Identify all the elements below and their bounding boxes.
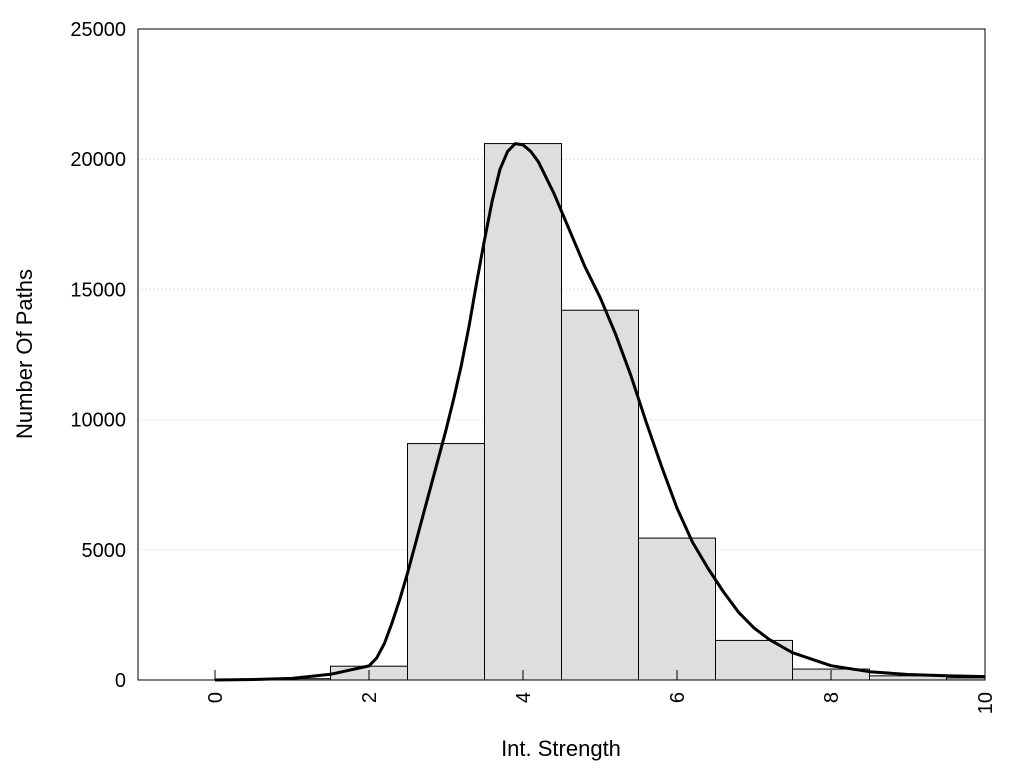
x-tick-label-10: 10	[975, 692, 997, 714]
y-axis-ticks: 0 5000 10000 15000 20000 25000	[70, 19, 126, 692]
x-tick-label-0: 0	[205, 692, 227, 703]
y-tick-label-0: 0	[115, 670, 126, 692]
y-tick-label-15000: 15000	[70, 279, 126, 301]
histogram-bar-3	[407, 443, 485, 681]
y-tick-label-5000: 5000	[82, 540, 127, 562]
histogram-bars	[253, 143, 986, 681]
x-axis-ticks: 0 2 4 6 8 10	[205, 670, 997, 714]
x-tick-label-2: 2	[359, 692, 381, 703]
y-tick-label-25000: 25000	[70, 19, 126, 41]
y-axis-title: Number Of Paths	[12, 269, 37, 439]
fitted-curve-layer	[214, 142, 986, 682]
x-axis-title: Int. Strength	[501, 736, 621, 761]
y-tick-label-10000: 10000	[70, 410, 126, 432]
histogram-bar-5	[561, 309, 639, 681]
fitted-curve	[214, 142, 986, 682]
x-tick-label-6: 6	[667, 692, 689, 703]
y-tick-label-20000: 20000	[70, 149, 126, 171]
x-tick-label-4: 4	[513, 692, 535, 703]
x-tick-label-8: 8	[821, 692, 843, 703]
histogram-bar-4	[484, 143, 562, 681]
plot-frame	[137, 28, 986, 681]
